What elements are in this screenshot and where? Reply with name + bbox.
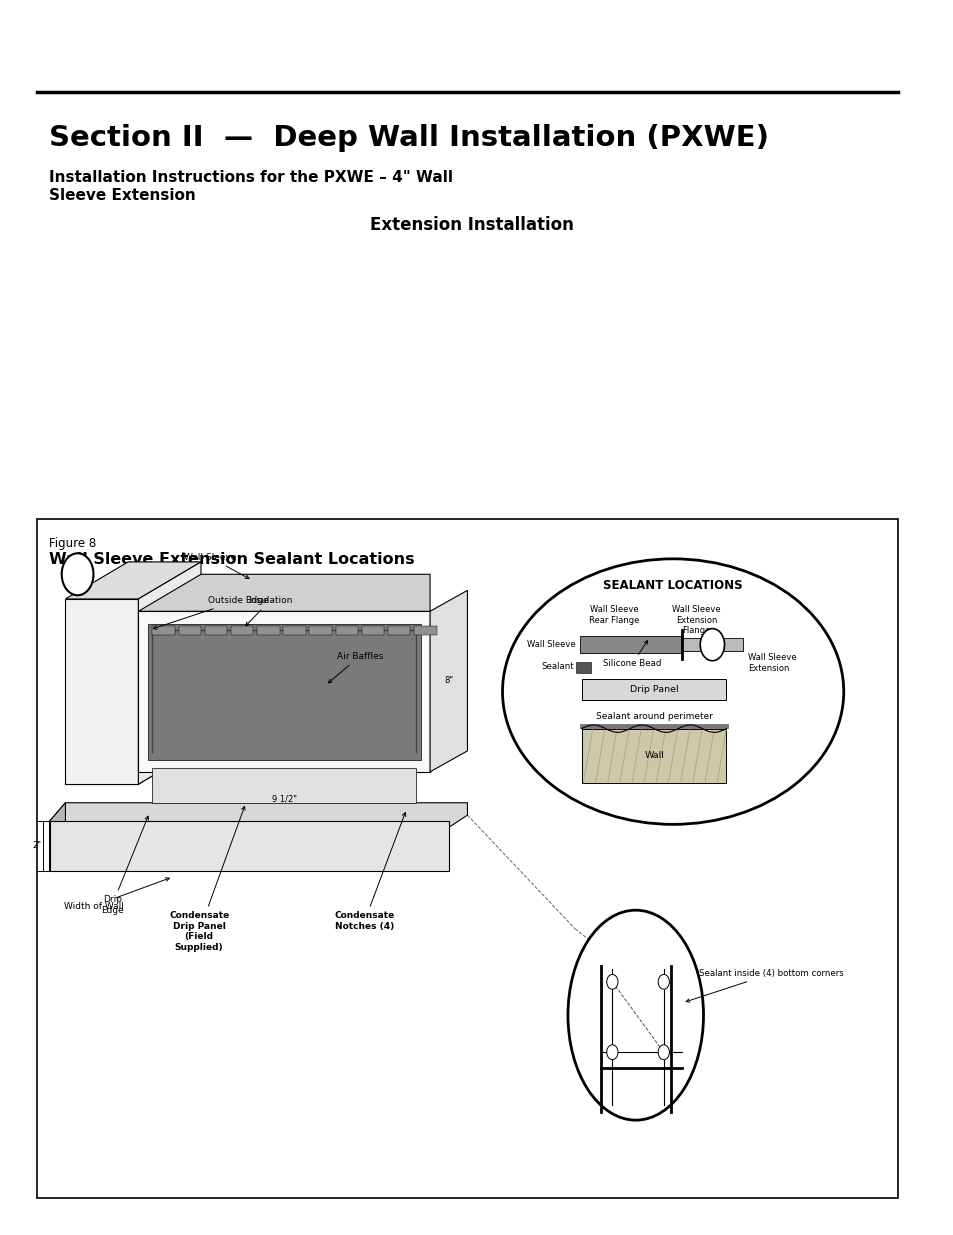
Text: Wall Sleeve
Rear Flange: Wall Sleeve Rear Flange: [588, 605, 639, 625]
Text: A: A: [72, 568, 82, 580]
Text: Width of Wall: Width of Wall: [64, 878, 169, 910]
Polygon shape: [138, 562, 201, 784]
Text: Insulation: Insulation: [246, 597, 292, 626]
Bar: [283, 626, 305, 635]
Polygon shape: [138, 574, 430, 611]
Text: Condensate
Drip Panel
(Field
Supplied): Condensate Drip Panel (Field Supplied): [169, 806, 245, 952]
Ellipse shape: [567, 910, 702, 1120]
Text: A: A: [708, 640, 716, 650]
Polygon shape: [152, 768, 416, 803]
Polygon shape: [138, 735, 430, 772]
Text: 8": 8": [443, 676, 453, 685]
Polygon shape: [50, 803, 467, 827]
Text: Drip
Edge: Drip Edge: [101, 816, 149, 915]
Bar: [335, 626, 357, 635]
Bar: [414, 626, 436, 635]
Circle shape: [606, 1045, 618, 1060]
Polygon shape: [50, 821, 448, 871]
Polygon shape: [50, 803, 66, 871]
Polygon shape: [138, 611, 430, 772]
Text: Sealant inside (4) bottom corners: Sealant inside (4) bottom corners: [685, 969, 843, 1002]
Bar: [576, 662, 590, 673]
Text: Outside Edge: Outside Edge: [153, 597, 268, 629]
Bar: [361, 626, 384, 635]
Text: Drip Panel: Drip Panel: [630, 684, 678, 694]
Polygon shape: [430, 590, 467, 772]
Polygon shape: [148, 624, 420, 760]
Polygon shape: [66, 599, 138, 784]
Circle shape: [62, 553, 93, 595]
Text: Sealant: Sealant: [541, 662, 574, 672]
Text: Wall: Wall: [644, 751, 663, 761]
Text: Wall Sleeve
Extension
Flange: Wall Sleeve Extension Flange: [672, 605, 720, 635]
Polygon shape: [66, 562, 201, 599]
Text: Figure 8: Figure 8: [49, 537, 95, 551]
Text: Wall Sleeve: Wall Sleeve: [527, 640, 576, 650]
Text: Sleeve Extension: Sleeve Extension: [49, 188, 195, 203]
Bar: [309, 626, 332, 635]
Text: 9 1/2": 9 1/2": [272, 794, 296, 804]
Bar: [581, 679, 725, 700]
Bar: [205, 626, 227, 635]
Text: Wall Sleeve
Extension: Wall Sleeve Extension: [747, 653, 796, 673]
Circle shape: [658, 974, 669, 989]
Bar: [37, 519, 897, 1198]
Text: Section II  —  Deep Wall Installation (PXWE): Section II — Deep Wall Installation (PXW…: [49, 124, 768, 152]
Text: SEALANT LOCATIONS: SEALANT LOCATIONS: [602, 579, 742, 592]
Text: Installation Instructions for the PXWE – 4" Wall: Installation Instructions for the PXWE –…: [49, 170, 452, 185]
Bar: [256, 626, 279, 635]
Text: Condensate
Notches (4): Condensate Notches (4): [335, 813, 405, 931]
Circle shape: [606, 974, 618, 989]
Circle shape: [658, 1045, 669, 1060]
Text: Extension Installation: Extension Installation: [370, 216, 574, 235]
Text: Air Baffles: Air Baffles: [328, 652, 382, 683]
Bar: [579, 636, 681, 653]
Bar: [681, 638, 742, 651]
Bar: [178, 626, 201, 635]
Bar: [231, 626, 253, 635]
Circle shape: [700, 629, 723, 661]
Text: Silicone Bead: Silicone Bead: [602, 641, 660, 668]
Bar: [152, 626, 174, 635]
Text: Sealant around perimeter: Sealant around perimeter: [596, 711, 712, 721]
Text: 2": 2": [32, 841, 41, 851]
Text: Wall Sleeve Extension Sealant Locations: Wall Sleeve Extension Sealant Locations: [49, 552, 414, 567]
Bar: [581, 729, 725, 783]
Ellipse shape: [502, 559, 842, 825]
Text: Wall Sleeve: Wall Sleeve: [184, 553, 249, 578]
Bar: [388, 626, 410, 635]
